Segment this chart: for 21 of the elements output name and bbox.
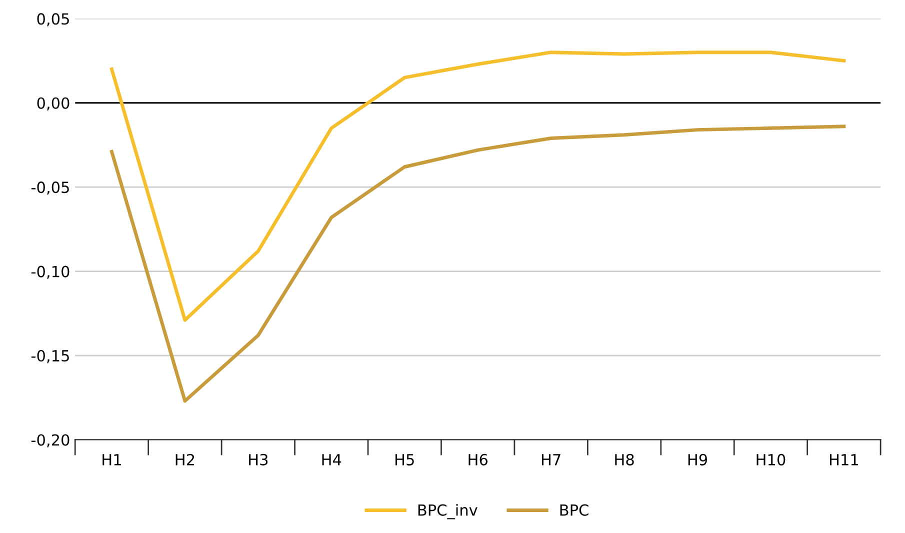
x-tick-label: H9 xyxy=(688,454,708,466)
y-tick-label: 0,00 xyxy=(37,97,70,110)
line-series xyxy=(110,50,846,322)
legend-label: BPC_inv xyxy=(418,504,478,520)
y-tick-label: -0,20 xyxy=(31,434,70,448)
x-tick-label: H7 xyxy=(542,454,560,466)
y-tick-label: -0,15 xyxy=(31,350,69,364)
y-tick-label: -0,10 xyxy=(31,266,70,279)
x-tick-label: H2 xyxy=(176,454,194,466)
x-tick-label: H11 xyxy=(830,454,858,466)
line-series xyxy=(110,124,846,403)
x-tick-label: H1 xyxy=(102,454,121,466)
x-tick-label: H3 xyxy=(249,454,268,466)
x-tick-label: H5 xyxy=(396,454,414,466)
x-tick-label: H10 xyxy=(756,454,786,466)
x-tick-label: H4 xyxy=(322,454,342,466)
x-tick-label: H6 xyxy=(468,454,488,466)
x-tick-label: H8 xyxy=(615,454,634,466)
y-tick-label: -0,05 xyxy=(31,182,69,195)
y-tick-label: 0,05 xyxy=(37,13,69,26)
legend-label: BPC xyxy=(560,504,588,516)
